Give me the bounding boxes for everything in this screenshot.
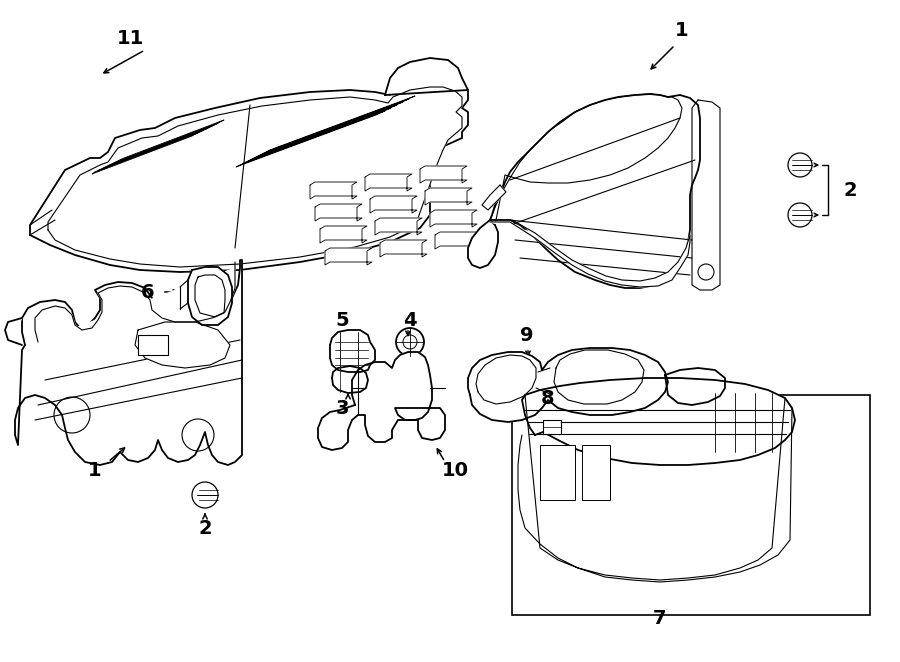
Polygon shape: [490, 94, 682, 225]
Polygon shape: [490, 94, 700, 288]
Polygon shape: [97, 130, 204, 171]
Text: 8: 8: [541, 389, 554, 408]
Polygon shape: [254, 102, 403, 158]
Text: 7: 7: [653, 608, 667, 628]
Text: 4: 4: [403, 310, 417, 330]
Polygon shape: [482, 185, 506, 210]
Polygon shape: [330, 330, 375, 372]
Polygon shape: [692, 100, 720, 290]
Polygon shape: [385, 58, 468, 95]
Polygon shape: [188, 267, 232, 325]
Polygon shape: [490, 222, 690, 287]
Polygon shape: [518, 395, 792, 582]
Polygon shape: [112, 122, 219, 164]
Polygon shape: [310, 182, 357, 199]
Polygon shape: [5, 318, 22, 340]
Text: 10: 10: [442, 461, 469, 479]
Polygon shape: [242, 108, 391, 164]
Polygon shape: [430, 210, 477, 227]
Polygon shape: [107, 125, 214, 167]
Polygon shape: [320, 226, 367, 243]
Polygon shape: [195, 275, 225, 317]
Polygon shape: [117, 120, 224, 162]
Polygon shape: [315, 204, 362, 221]
Polygon shape: [236, 111, 385, 167]
Polygon shape: [425, 188, 472, 205]
Polygon shape: [468, 348, 668, 422]
Text: 2: 2: [198, 518, 212, 538]
Polygon shape: [30, 78, 468, 272]
Polygon shape: [15, 260, 242, 465]
Polygon shape: [665, 368, 725, 405]
Bar: [540, 445, 575, 500]
Polygon shape: [266, 96, 415, 152]
Text: 5: 5: [335, 310, 349, 330]
Polygon shape: [420, 166, 467, 183]
Polygon shape: [332, 366, 368, 393]
Text: 6: 6: [141, 283, 155, 301]
Text: 3: 3: [336, 399, 349, 418]
Polygon shape: [102, 127, 209, 169]
Polygon shape: [318, 352, 445, 450]
Polygon shape: [522, 378, 795, 465]
Bar: [543, 420, 561, 434]
Polygon shape: [554, 350, 644, 404]
Polygon shape: [325, 248, 372, 265]
Text: 1: 1: [675, 21, 688, 40]
Text: 2: 2: [843, 181, 857, 199]
Polygon shape: [468, 220, 498, 268]
Polygon shape: [48, 87, 462, 267]
Polygon shape: [370, 196, 417, 213]
Text: 1: 1: [88, 461, 102, 479]
Bar: [138, 335, 168, 355]
Polygon shape: [260, 99, 409, 155]
Polygon shape: [476, 355, 536, 404]
Polygon shape: [380, 240, 427, 257]
Bar: [582, 445, 610, 500]
Polygon shape: [135, 322, 230, 368]
Polygon shape: [435, 232, 482, 249]
Bar: [512, 395, 870, 615]
Polygon shape: [92, 132, 199, 174]
Text: 11: 11: [116, 28, 144, 48]
Text: 9: 9: [520, 326, 534, 344]
Polygon shape: [375, 218, 422, 235]
Polygon shape: [35, 268, 235, 342]
Polygon shape: [248, 105, 397, 161]
Polygon shape: [365, 174, 412, 191]
